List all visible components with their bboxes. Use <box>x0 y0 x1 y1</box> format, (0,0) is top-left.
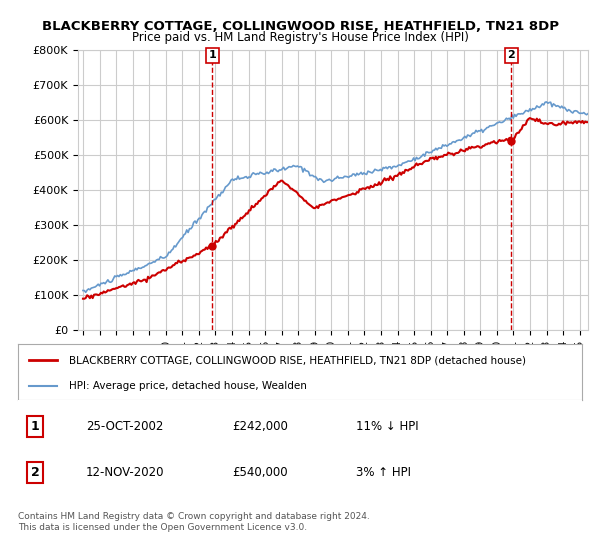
Text: HPI: Average price, detached house, Wealden: HPI: Average price, detached house, Weal… <box>69 381 307 391</box>
Text: 11% ↓ HPI: 11% ↓ HPI <box>356 420 419 433</box>
Text: 2: 2 <box>508 50 515 60</box>
Text: 1: 1 <box>209 50 217 60</box>
Text: 25-OCT-2002: 25-OCT-2002 <box>86 420 163 433</box>
Text: £540,000: £540,000 <box>232 466 288 479</box>
Text: 2: 2 <box>31 466 39 479</box>
Text: BLACKBERRY COTTAGE, COLLINGWOOD RISE, HEATHFIELD, TN21 8DP (detached house): BLACKBERRY COTTAGE, COLLINGWOOD RISE, HE… <box>69 355 526 365</box>
Text: 12-NOV-2020: 12-NOV-2020 <box>86 466 164 479</box>
Text: 1: 1 <box>31 420 39 433</box>
Text: Contains HM Land Registry data © Crown copyright and database right 2024.
This d: Contains HM Land Registry data © Crown c… <box>18 512 370 532</box>
Text: 3% ↑ HPI: 3% ↑ HPI <box>356 466 412 479</box>
Text: Price paid vs. HM Land Registry's House Price Index (HPI): Price paid vs. HM Land Registry's House … <box>131 31 469 44</box>
Text: BLACKBERRY COTTAGE, COLLINGWOOD RISE, HEATHFIELD, TN21 8DP: BLACKBERRY COTTAGE, COLLINGWOOD RISE, HE… <box>41 20 559 32</box>
Text: £242,000: £242,000 <box>232 420 288 433</box>
